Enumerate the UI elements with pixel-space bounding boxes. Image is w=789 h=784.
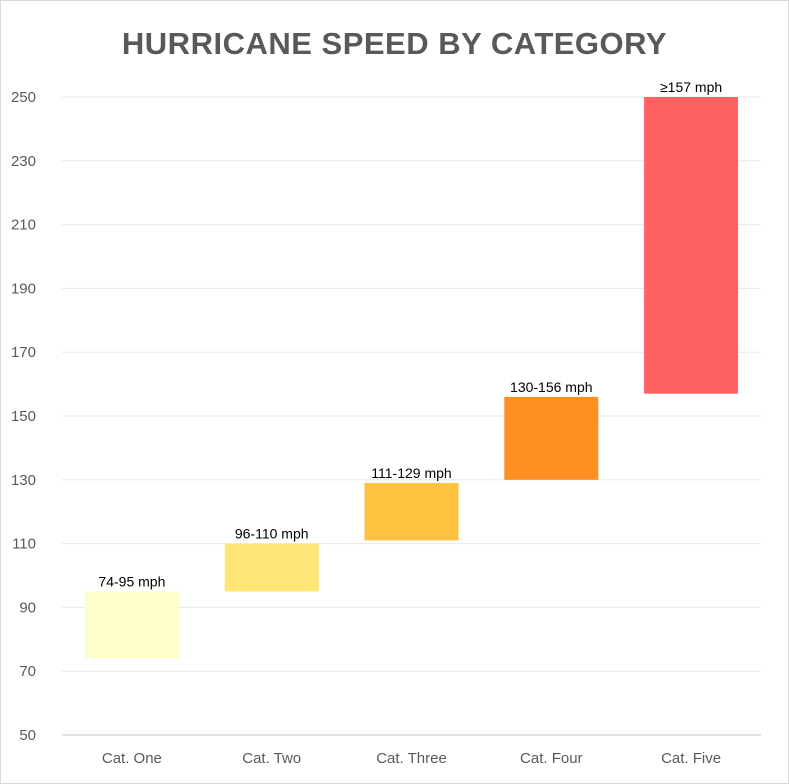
y-tick-label: 250	[11, 89, 36, 106]
data-label: 130-156 mph	[510, 379, 593, 395]
y-tick-label: 130	[11, 472, 36, 489]
bar-4	[504, 396, 599, 480]
chart-title: HURRICANE SPEED BY CATEGORY	[121, 26, 668, 61]
y-tick-label: 210	[11, 217, 36, 234]
x-tick-label: Cat. One	[102, 750, 162, 767]
data-label: 111-129 mph	[371, 465, 451, 481]
y-tick-label: 230	[11, 153, 36, 170]
x-tick-label: Cat. Three	[376, 750, 447, 767]
x-tick-label: Cat. Five	[661, 750, 721, 767]
data-label: 96-110 mph	[235, 526, 309, 542]
y-tick-label: 150	[11, 408, 36, 425]
y-tick-label: 110	[12, 536, 36, 553]
data-label: ≥157 mph	[660, 79, 722, 95]
y-tick-label: 170	[11, 344, 36, 361]
bar-3	[364, 482, 459, 541]
bar-1	[84, 591, 179, 659]
y-tick-label: 190	[11, 280, 36, 297]
y-tick-label: 50	[19, 727, 36, 744]
x-tick-label: Cat. Two	[242, 750, 301, 767]
y-tick-label: 90	[19, 599, 36, 616]
x-tick-label: Cat. Four	[520, 750, 583, 767]
bar-5	[644, 97, 739, 394]
data-label: 74-95 mph	[98, 573, 165, 589]
bar-2	[224, 543, 319, 592]
y-tick-label: 70	[19, 663, 36, 680]
